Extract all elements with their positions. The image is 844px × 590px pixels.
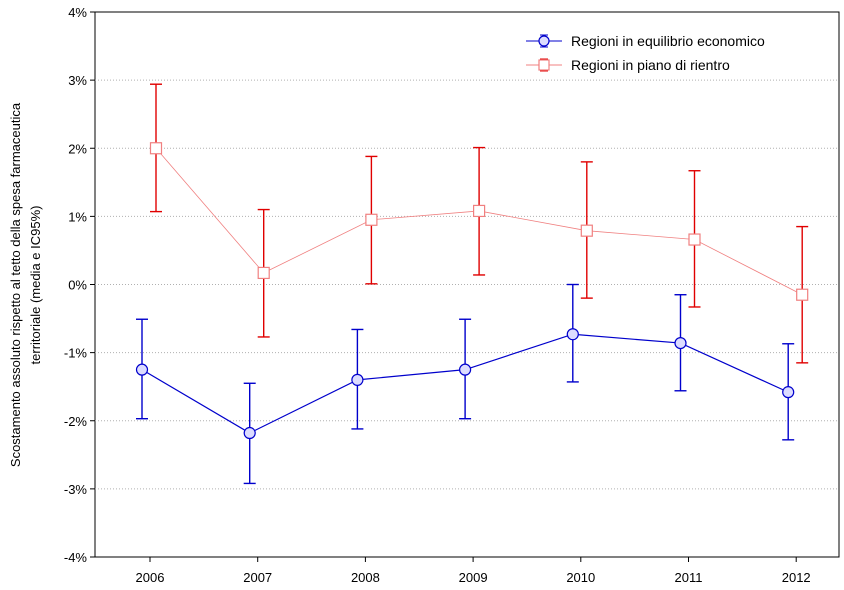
x-tick-label: 2006 [136, 570, 165, 585]
series-1 [135, 283, 795, 485]
legend-marker-series-2 [538, 59, 550, 71]
legend-label-series-1: Regioni in equilibrio economico [571, 33, 765, 49]
data-point [566, 328, 579, 341]
data-point [796, 288, 809, 301]
data-point [351, 373, 364, 386]
legend: Regioni in equilibrio economico Regioni … [526, 33, 765, 73]
x-tick-label: 2007 [243, 570, 272, 585]
data-point [365, 213, 378, 226]
y-tick-label: 4% [68, 5, 87, 20]
x-tick-label: 2009 [459, 570, 488, 585]
y-tick-label: 3% [68, 73, 87, 88]
y-axis-label-line-1: Scostamento assoluto rispetto al tetto d… [8, 102, 23, 467]
x-tick-label: 2011 [675, 570, 703, 585]
x-tick-label: 2008 [351, 570, 380, 585]
data-point [782, 386, 795, 399]
data-point [459, 363, 472, 376]
legend-marker-series-1 [538, 35, 550, 47]
data-point [688, 233, 701, 246]
data-point [149, 142, 163, 155]
series-group [135, 83, 809, 485]
y-tick-label: 0% [68, 278, 87, 293]
y-tick-label: -1% [64, 346, 88, 361]
data-point [257, 266, 270, 280]
x-tick-label: 2010 [566, 570, 595, 585]
data-point [135, 363, 149, 376]
y-tick-label: 2% [68, 141, 87, 156]
series-2 [149, 83, 809, 364]
x-tick-label: 2012 [782, 570, 811, 585]
data-point [580, 224, 593, 237]
y-tick-label: -3% [64, 482, 88, 497]
grid-lines [95, 79, 839, 490]
y-tick-label: -4% [64, 550, 88, 565]
data-point [473, 204, 486, 218]
y-tick-label: -2% [64, 414, 88, 429]
y-tick-label: 1% [68, 209, 87, 224]
y-axis-label-line-2: territoriale (media e IC95%) [28, 206, 43, 365]
y-axis-ticks: -4% -3% -2% -1% 0% 1% 2% 3% 4% [64, 5, 95, 565]
x-axis-ticks: 2006 2007 2008 2009 2010 2011 2012 [136, 557, 811, 585]
data-point [674, 336, 687, 350]
data-point [243, 426, 256, 440]
legend-label-series-2: Regioni in piano di rientro [571, 57, 730, 73]
